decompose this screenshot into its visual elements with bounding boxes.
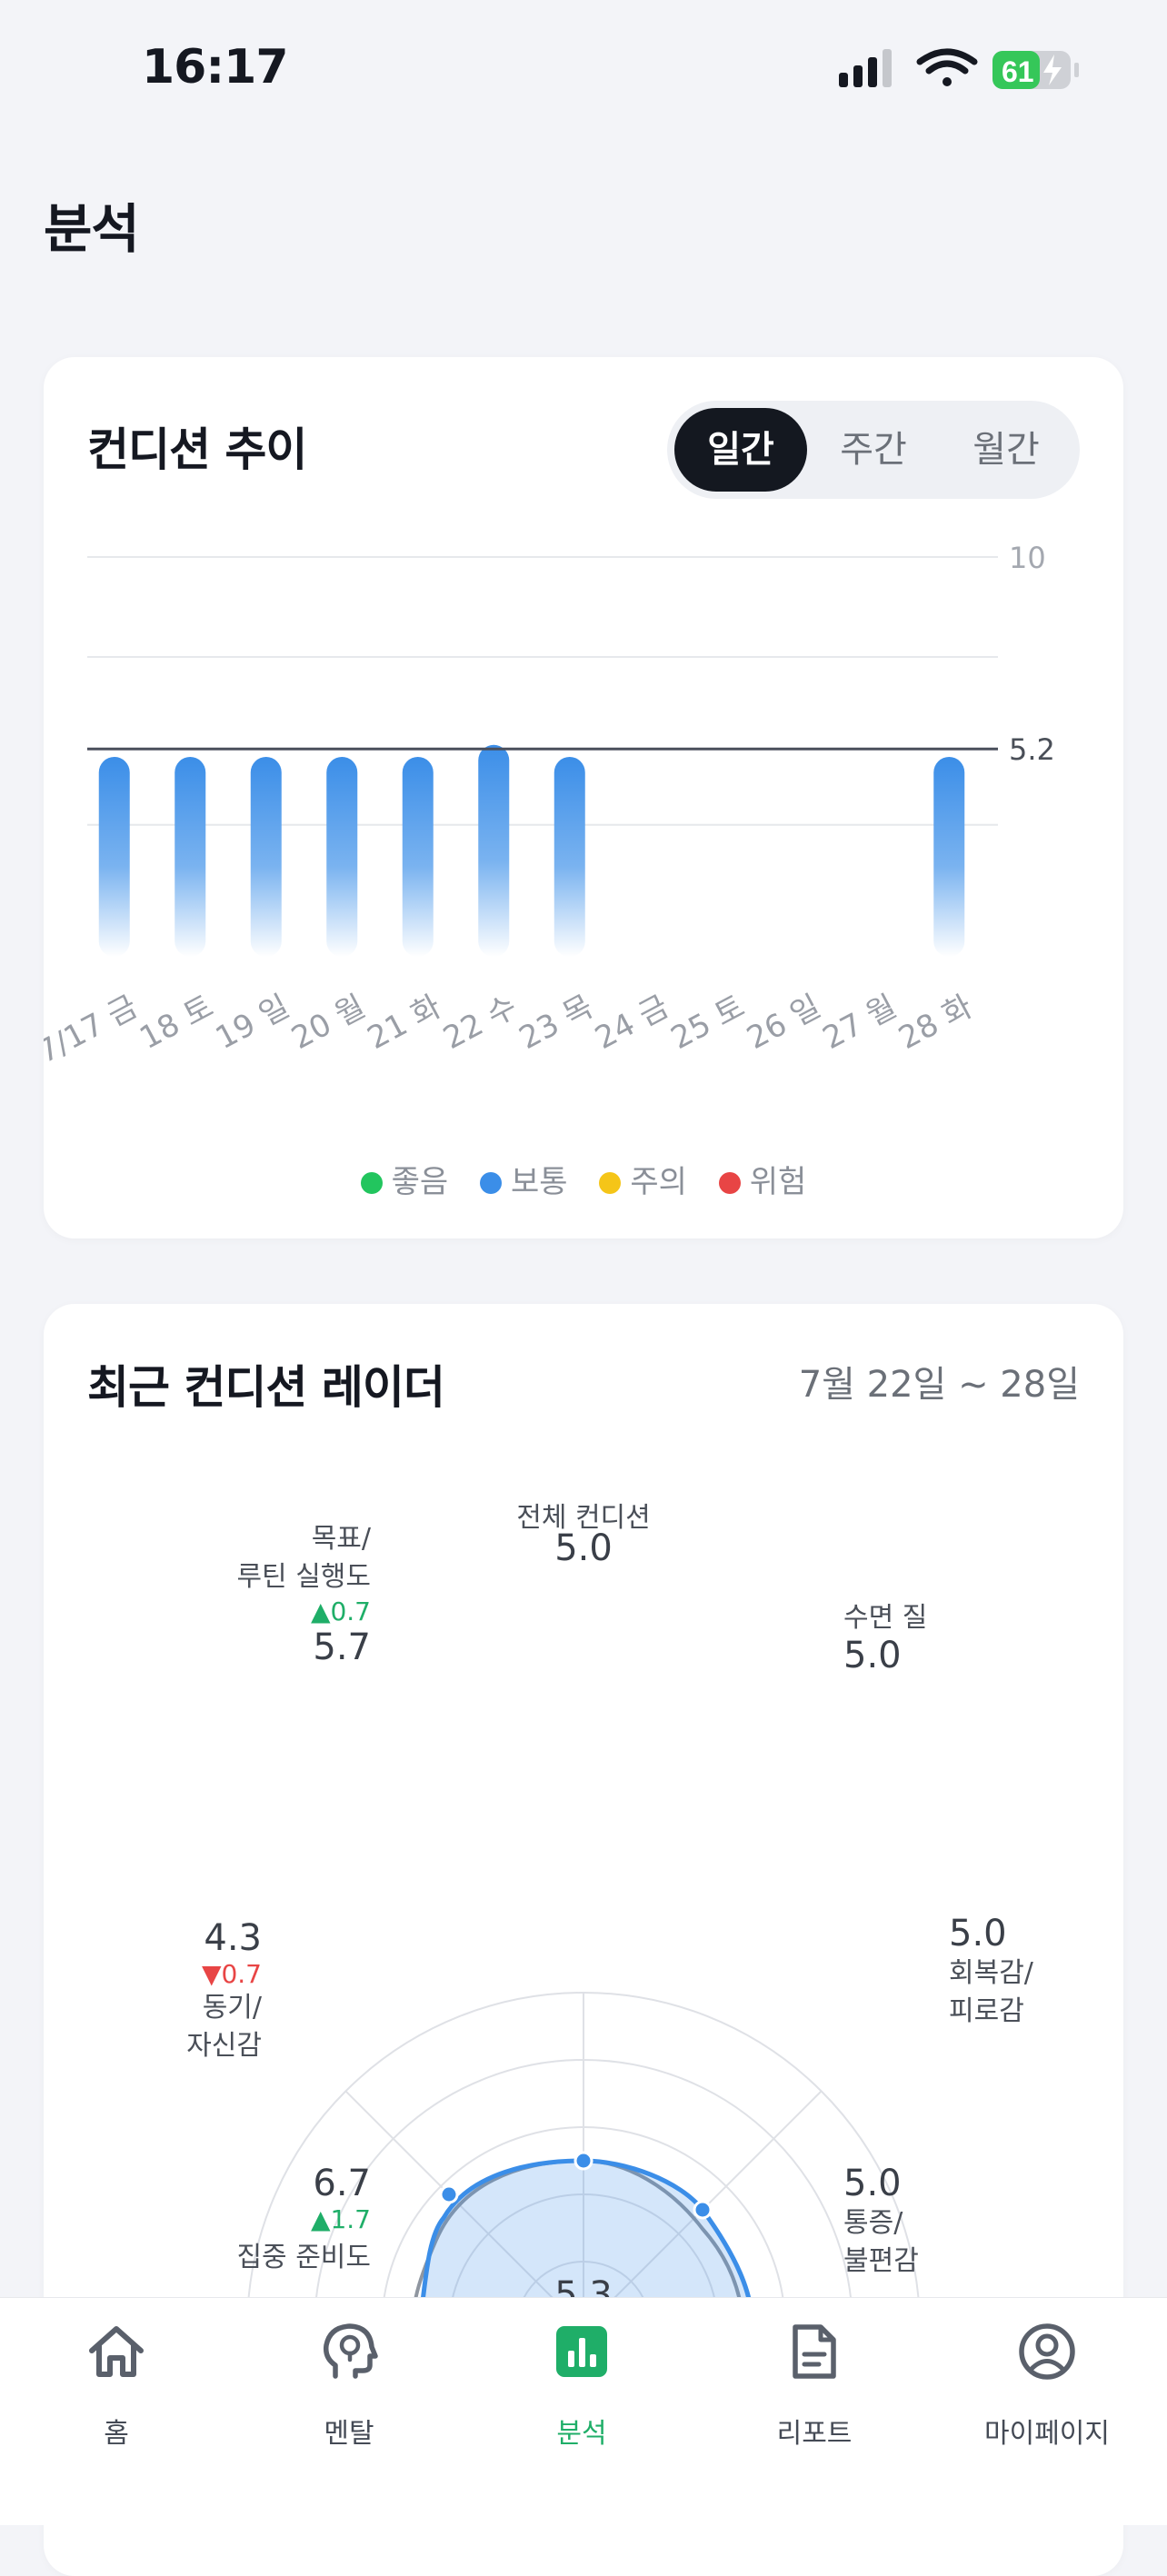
x-tick-label: 25 토 xyxy=(665,989,751,1057)
radar-axis-pain-value: 5.0 xyxy=(843,2163,902,2204)
radar-axis-routine-label: 목표/ 루틴 실행도 xyxy=(236,1523,371,1593)
status-icons: 61 xyxy=(839,48,1079,89)
legend-normal: 보통 xyxy=(480,1157,568,1201)
radar-axis-recovery-value: 5.0 xyxy=(949,1913,1007,1954)
condition-trend-title: 컨디션 추이 xyxy=(87,423,307,476)
radar-axis-focus-change: ▲1.7 xyxy=(310,2204,371,2234)
radar-axis-focus-value: 6.7 xyxy=(313,2163,371,2204)
x-tick-label: 27 월 xyxy=(817,989,903,1057)
radar-axis-pain-label: 통증/ 불편감 xyxy=(843,2207,919,2277)
period-segmented-control: 일간 주간 월간 xyxy=(667,401,1080,499)
average-label: 5.2 xyxy=(1009,732,1055,767)
analysis-chart-icon xyxy=(556,2326,607,2377)
legend-good-dot xyxy=(360,1172,383,1194)
nav-mypage[interactable]: 마이페이지 xyxy=(931,2298,1163,2525)
x-tick-label: 7/17 금 xyxy=(44,989,144,1071)
trend-bar xyxy=(478,744,510,957)
x-tick-label: 24 금 xyxy=(589,989,674,1057)
radar-axis-sleep-value: 5.0 xyxy=(843,1635,902,1676)
x-tick-label: 23 목 xyxy=(514,989,599,1057)
status-bar: 16:17 61 xyxy=(0,0,1167,136)
tab-daily[interactable]: 일간 xyxy=(674,408,807,492)
x-tick-label: 28 화 xyxy=(893,989,978,1057)
radar-axis-motivation-label: 동기/ 자신감 xyxy=(186,1992,262,2062)
tab-weekly[interactable]: 주간 xyxy=(840,429,907,471)
legend-caution: 주의 xyxy=(599,1157,687,1201)
x-tick-label: 26 일 xyxy=(741,989,826,1057)
x-tick-label: 18 토 xyxy=(134,989,219,1057)
radar-axis-focus-label: 집중 준비도 xyxy=(236,2242,371,2273)
nav-report[interactable]: 리포트 xyxy=(698,2298,931,2525)
radar-axis-pain: 5.0 통증/ 불편감 xyxy=(843,2163,919,2281)
legend-normal-label: 보통 xyxy=(511,1164,568,1200)
radar-axis-overall-value: 5.0 xyxy=(554,1527,613,1569)
radar-axis-motivation: 4.3 ▼0.7 동기/ 자신감 xyxy=(80,1917,262,2065)
legend-caution-dot xyxy=(599,1172,622,1194)
legend-danger: 위험 xyxy=(718,1157,807,1201)
trend-bar xyxy=(402,757,434,957)
radar-previous-outline xyxy=(411,2158,746,2440)
x-tick-label: 20 월 xyxy=(285,989,371,1057)
battery-level: 61 xyxy=(1002,55,1034,88)
report-document-icon xyxy=(793,2324,836,2379)
radar-axis-motivation-change: ▼0.7 xyxy=(201,1959,262,1989)
nav-report-label: 리포트 xyxy=(776,2418,853,2450)
nav-analysis-label: 분석 xyxy=(556,2418,607,2450)
battery-icon: 61 xyxy=(992,51,1079,89)
radar-axis-overall-label: 전체 컨디션 xyxy=(516,1502,651,1534)
nav-mental[interactable]: 멘탈 xyxy=(233,2298,465,2525)
page-title: 분석 xyxy=(44,198,140,260)
nav-analysis[interactable]: 분석 xyxy=(465,2298,698,2525)
status-time: 16:17 xyxy=(142,40,289,94)
radar-axis-motivation-value: 4.3 xyxy=(204,1917,262,1959)
radar-axis-sleep: 수면 질 5.0 xyxy=(843,1595,927,1676)
y-tick-label: 10 xyxy=(1009,541,1046,575)
trend-bar xyxy=(175,757,206,957)
cellular-signal-icon xyxy=(839,49,892,87)
radar-axis-routine: 목표/ 루틴 실행도 ▲0.7 5.7 xyxy=(153,1520,371,1668)
radar-axis-sleep-label: 수면 질 xyxy=(843,1602,928,1634)
radar-axis-recovery-label: 회복감/ 피로감 xyxy=(949,1957,1033,2027)
trend-bar xyxy=(250,757,282,957)
home-icon xyxy=(89,2326,144,2377)
chart-legend: 좋음 보통 주의 위험 xyxy=(44,1157,1123,1201)
nav-mental-label: 멘탈 xyxy=(324,2418,374,2450)
x-tick-label: 21 화 xyxy=(362,989,447,1057)
legend-good: 좋음 xyxy=(360,1157,449,1201)
condition-radar-title: 최근 컨디션 레이더 xyxy=(87,1361,445,1414)
legend-good-label: 좋음 xyxy=(391,1164,449,1200)
legend-normal-dot xyxy=(480,1172,503,1194)
legend-danger-dot xyxy=(718,1172,741,1194)
condition-trend-chart: 105.27/17 금18 토19 일20 월21 화22 수23 목24 금2… xyxy=(44,541,1055,1071)
x-tick-label: 22 수 xyxy=(437,989,523,1057)
tab-monthly[interactable]: 월간 xyxy=(972,429,1040,471)
profile-icon xyxy=(1019,2323,1075,2380)
bottom-nav: 홈 멘탈 분석 리포트 마이페이지 xyxy=(0,2297,1167,2525)
trend-bar xyxy=(326,757,358,957)
radar-axis-routine-change: ▲0.7 xyxy=(310,1596,371,1626)
radar-axis-focus: 6.7 ▲1.7 집중 준비도 xyxy=(189,2163,371,2274)
trend-bar xyxy=(933,757,965,957)
nav-home-label: 홈 xyxy=(104,2418,129,2450)
wifi-icon xyxy=(916,48,978,86)
trend-bar xyxy=(98,757,130,957)
legend-danger-label: 위험 xyxy=(749,1164,807,1200)
radar-axis-routine-value: 5.7 xyxy=(313,1626,371,1668)
radar-axis-recovery: 5.0 회복감/ 피로감 xyxy=(949,1913,1033,2031)
x-tick-label: 19 일 xyxy=(210,989,295,1057)
nav-mypage-label: 마이페이지 xyxy=(984,2418,1110,2450)
legend-caution-label: 주의 xyxy=(630,1164,687,1200)
nav-home[interactable]: 홈 xyxy=(0,2298,233,2525)
radar-date-range: 7월 22일 ~ 28일 xyxy=(798,1364,1080,1406)
mental-head-icon xyxy=(323,2323,378,2379)
trend-bar xyxy=(554,757,585,957)
